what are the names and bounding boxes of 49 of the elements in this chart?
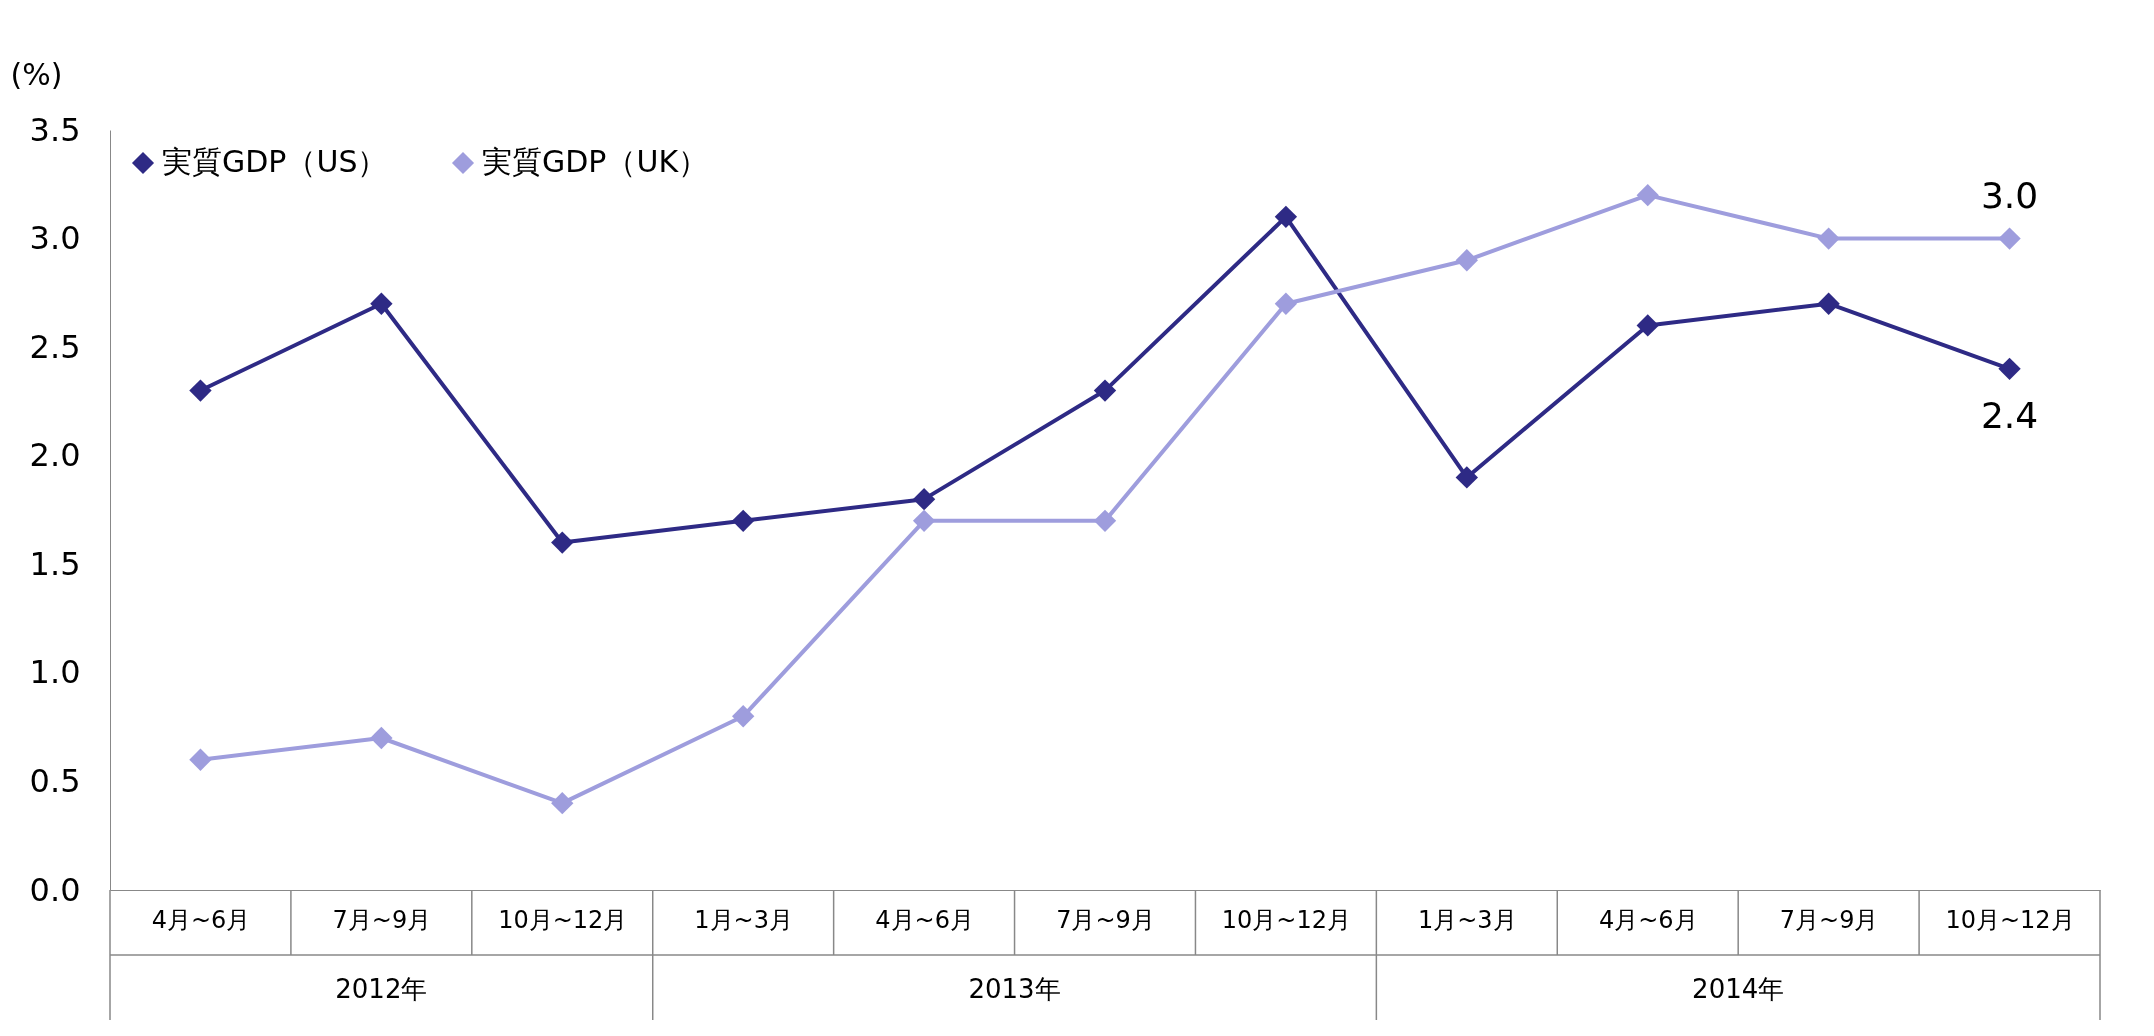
data-label: 3.0 — [1980, 174, 2039, 216]
x-tick-label: 7月~9月 — [332, 905, 432, 934]
x-tick-label: 4月~6月 — [151, 905, 251, 934]
y-tick-label: 1.5 — [29, 544, 81, 583]
y-tick-label: 2.0 — [29, 436, 81, 475]
x-tick-label: 10月~12月 — [498, 905, 628, 934]
point — [1817, 292, 1840, 315]
point — [732, 705, 755, 728]
point — [189, 748, 212, 771]
x-tick-label: 4月~6月 — [1598, 905, 1698, 934]
point — [1636, 314, 1659, 337]
y-tick-label: 0.5 — [29, 761, 81, 800]
text: 2014年 — [1692, 974, 1785, 1004]
x-tick-label: 7月~9月 — [1779, 905, 1879, 934]
legend-label: 実質GDP（US） — [162, 144, 388, 179]
y-tick-label: 3.0 — [29, 219, 81, 258]
point — [912, 487, 936, 511]
point — [370, 726, 393, 750]
x-tick-label: 10月~12月 — [1945, 905, 2075, 934]
point — [551, 791, 574, 815]
point — [1636, 183, 1659, 207]
point — [1455, 249, 1478, 272]
x-tick-label: 4月~6月 — [875, 905, 974, 934]
point — [1093, 379, 1117, 402]
text: 2012年 — [335, 974, 428, 1004]
y-tick-label: 0.0 — [29, 870, 81, 909]
legend-label: 実質GDP（UK） — [482, 144, 709, 179]
x-tick-label: 1月~3月 — [1417, 905, 1517, 934]
point — [1998, 227, 2021, 250]
point — [1093, 509, 1117, 533]
data-label: 2.4 — [1980, 394, 2039, 436]
y-tick-label: 2.5 — [29, 327, 81, 366]
x-tick-label: 1月~3月 — [694, 905, 794, 934]
point — [1455, 466, 1478, 489]
x-tick-label: 10月~12月 — [1221, 905, 1351, 934]
y-tick-label: 1.0 — [29, 653, 81, 692]
point — [189, 379, 212, 402]
point — [732, 509, 755, 533]
point — [912, 509, 936, 533]
point — [551, 531, 574, 554]
x-tick-label: 7月~9月 — [1056, 905, 1155, 934]
point — [370, 292, 393, 315]
text: 2013年 — [968, 974, 1061, 1004]
y-axis-title: (%) — [10, 56, 63, 92]
point — [1274, 205, 1298, 229]
y-tick-label: 3.5 — [29, 110, 81, 149]
point — [1817, 227, 1840, 250]
point — [1274, 292, 1298, 315]
point — [1998, 357, 2021, 381]
